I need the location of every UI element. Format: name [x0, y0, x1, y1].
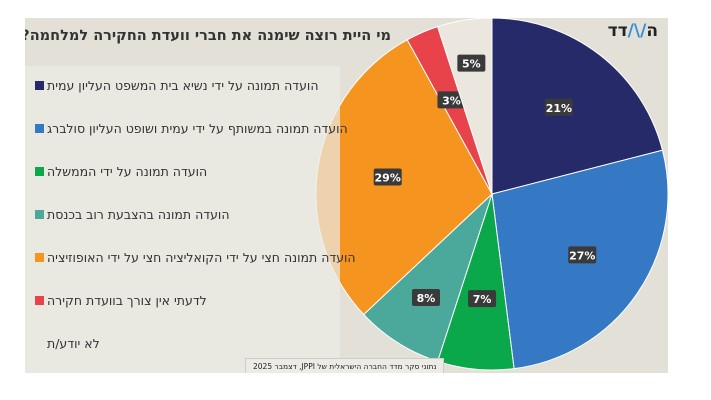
chart-title: מי היית רוצה שימנה את חברי וועדת החקירה … [25, 28, 391, 44]
data-label: 8% [411, 289, 440, 307]
data-label-text: 8% [417, 292, 436, 305]
source-note: נתוני סקר מדד החברה הישראלית של JPPI, דצ… [245, 358, 445, 373]
data-label-text: 27% [569, 249, 595, 262]
pie-slice [491, 18, 664, 195]
legend-swatch [35, 296, 44, 305]
data-label-text: 29% [375, 171, 401, 184]
legend-item: הועדה תמונה חצי על ידי הקואליציה חצי על … [35, 250, 356, 265]
data-label-bg [457, 54, 486, 72]
data-label-bg [437, 91, 466, 109]
data-label-text: 7% [473, 293, 492, 306]
legend-label: הועדה תמונה במשותף על ידי עמית ושופט העל… [47, 121, 348, 136]
legend-swatch [35, 339, 44, 348]
legend-swatch [35, 210, 44, 219]
legend-swatch [35, 253, 44, 262]
chart-card: 21% 27% 7% 8% 29% 3% 5% מי היית רוצה שימנה את … [25, 18, 668, 373]
legend-item: הועדה תמונה על ידי נשיא בית המשפט העליון… [35, 78, 319, 93]
data-label-bg [411, 289, 440, 307]
legend-label: לדעתי אין צורך בוועדת חקירה [47, 293, 207, 308]
pie-chart: 21% 27% 7% 8% 29% 3% 5% [315, 18, 668, 371]
legend-label: לא יודע/ת [47, 336, 100, 351]
data-label-text: 21% [546, 102, 572, 115]
legend-label: הועדה תמונה חצי על ידי הקואליציה חצי על … [47, 250, 356, 265]
legend-item: לדעתי אין צורך בוועדת חקירה [35, 293, 207, 308]
data-label-bg [544, 98, 573, 116]
legend-item: הועדה תמונה על ידי הממשלה [35, 164, 207, 179]
legend-swatch [35, 167, 44, 176]
logo: ה/\/דד [607, 21, 658, 41]
legend-swatch [35, 124, 44, 133]
legend-label: הועדה תמונה על ידי הממשלה [47, 164, 208, 179]
data-label: 5% [457, 54, 486, 72]
data-label-bg [373, 168, 402, 186]
legend-label: הועדה תמונה על ידי נשיא בית המשפט העליון… [47, 78, 319, 93]
data-label-text: 5% [462, 58, 481, 71]
data-label: 21% [544, 98, 573, 116]
data-label-bg [568, 246, 597, 264]
legend-swatch [35, 81, 44, 90]
data-label: 29% [373, 168, 402, 186]
data-label-bg [468, 290, 497, 308]
data-label: 7% [468, 290, 497, 308]
legend-label: הועדה תמונה בהצבעת רוב בכנסת [47, 207, 230, 222]
legend-item: הועדה תמונה במשותף על ידי עמית ושופט העל… [35, 121, 348, 136]
legend-item: הועדה תמונה בהצבעת רוב בכנסת [35, 207, 230, 222]
data-label-text: 3% [442, 94, 461, 107]
data-label: 27% [568, 246, 597, 264]
data-label: 3% [437, 91, 466, 109]
legend-item: לא יודע/ת [35, 336, 100, 351]
legend-panel [25, 66, 340, 373]
